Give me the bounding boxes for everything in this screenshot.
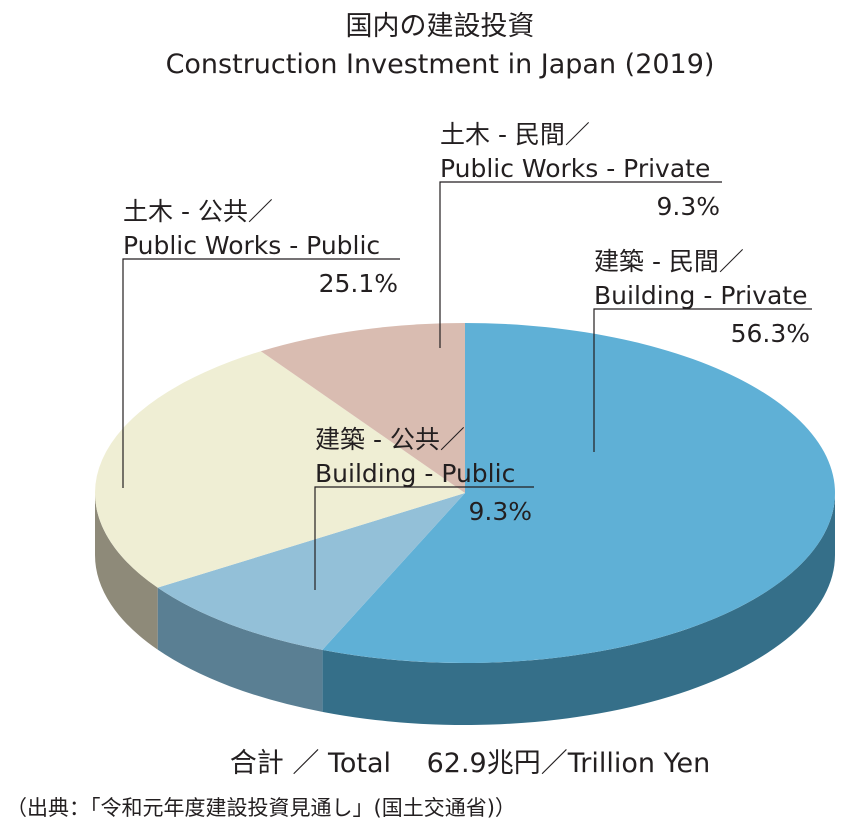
label-jp-public_works_private: 土木 - 民間／ bbox=[440, 120, 590, 149]
pie-slice-building_public bbox=[157, 493, 466, 650]
pie-side-building_private bbox=[322, 493, 835, 725]
leader-line-public_works_public bbox=[122, 258, 400, 488]
label-en-building_private: Building - Private bbox=[594, 281, 808, 310]
label-value-public_works_private: 9.3% bbox=[656, 192, 720, 221]
label-en-building_public: Building - Public bbox=[315, 459, 515, 488]
chart-title-jp: 国内の建設投資 bbox=[346, 11, 535, 42]
label-en-public_works_public: Public Works - Public bbox=[123, 231, 380, 260]
label-jp-building_public: 建築 - 公共／ bbox=[315, 425, 465, 454]
pie-slice-building_private bbox=[322, 323, 835, 663]
leader-line-public_works_private bbox=[439, 181, 722, 348]
leader-line-building_private bbox=[593, 308, 812, 452]
chart-title-en: Construction Investment in Japan (2019) bbox=[166, 49, 715, 80]
pie-side-public_works_public bbox=[95, 493, 158, 650]
pie-side-building_public bbox=[157, 587, 323, 712]
label-jp-public_works_public: 土木 - 公共／ bbox=[123, 197, 273, 226]
label-jp-building_private: 建築 - 民間／ bbox=[594, 247, 744, 276]
pie-leaders bbox=[122, 181, 812, 590]
pie-slice-public_works_public bbox=[94, 351, 465, 588]
pie-sides bbox=[95, 493, 835, 725]
label-value-building_public: 9.3% bbox=[468, 497, 532, 526]
pie-slice-public_works_private bbox=[260, 323, 465, 493]
source-note: （出典：「令和元年度建設投資見通し」(国土交通省)） bbox=[6, 796, 516, 820]
leader-line-building_public bbox=[314, 486, 534, 590]
label-value-building_private: 56.3% bbox=[731, 319, 810, 348]
label-en-public_works_private: Public Works - Private bbox=[440, 154, 710, 183]
pie-labels: 建築 - 民間／ Building - Private 56.3% 建築 - 公共／ B… bbox=[123, 120, 810, 526]
pie-tops bbox=[94, 323, 835, 663]
label-value-public_works_public: 25.1% bbox=[319, 269, 398, 298]
total-label: 合計 ／ Total 62.9兆円／Trillion Yen bbox=[230, 748, 710, 779]
